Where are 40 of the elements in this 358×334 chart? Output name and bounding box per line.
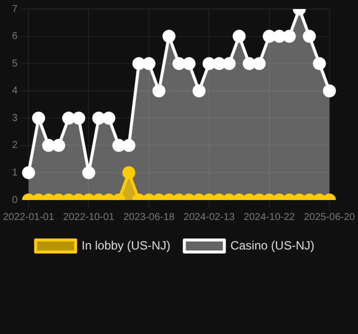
point <box>192 84 206 98</box>
y-tick-label: 3 <box>12 112 18 124</box>
point <box>312 57 326 70</box>
point <box>202 57 216 70</box>
point <box>132 57 146 70</box>
point <box>142 57 156 70</box>
point <box>62 112 76 125</box>
y-tick-label: 0 <box>12 194 18 206</box>
point <box>172 57 186 70</box>
y-tick-label: 6 <box>12 31 18 42</box>
point <box>322 84 336 98</box>
point <box>212 57 226 70</box>
point <box>72 112 86 125</box>
y-tick-label: 7 <box>12 4 18 15</box>
x-tick-label: 2022-10-01 <box>63 212 115 223</box>
point <box>32 112 46 125</box>
point <box>152 84 166 98</box>
point <box>242 57 256 70</box>
point <box>162 30 176 43</box>
point <box>272 30 286 43</box>
x-tick-label: 2023-06-18 <box>123 212 175 223</box>
point <box>302 30 316 43</box>
x-tick-label: 2025-06-20 <box>304 212 356 223</box>
y-tick-label: 4 <box>12 86 18 97</box>
point <box>92 112 106 125</box>
y-tick-label: 5 <box>12 58 18 70</box>
legend-label: In lobby (US-NJ) <box>82 238 170 252</box>
y-tick-label: 1 <box>12 167 18 178</box>
point <box>252 57 266 70</box>
point <box>262 30 276 43</box>
point <box>182 57 196 70</box>
point <box>282 30 296 43</box>
x-tick-label: 2022-01-01 <box>3 212 55 223</box>
point <box>232 30 246 43</box>
y-tick-label: 2 <box>12 140 18 152</box>
x-tick-label: 2024-02-13 <box>184 212 236 223</box>
x-tick-label: 2024-10-22 <box>244 212 296 223</box>
legend-label: Casino (US-NJ) <box>230 238 314 252</box>
point <box>222 57 236 70</box>
point <box>102 112 116 125</box>
